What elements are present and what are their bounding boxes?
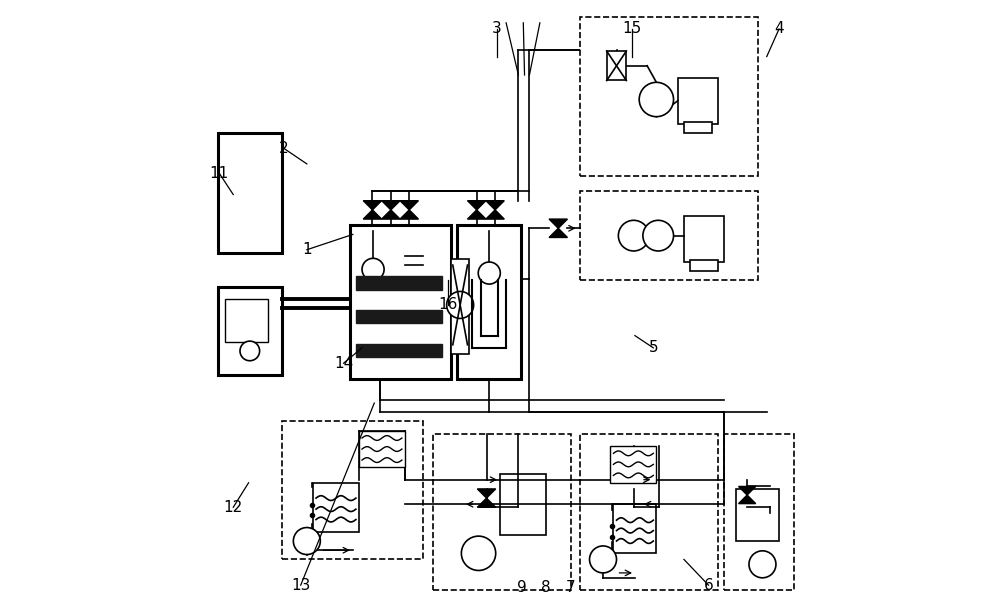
- Bar: [678, 78, 718, 124]
- Circle shape: [639, 83, 674, 116]
- Bar: [580, 434, 718, 590]
- Text: 14: 14: [334, 355, 353, 371]
- Circle shape: [240, 341, 260, 361]
- Text: 7: 7: [566, 580, 575, 594]
- Polygon shape: [549, 219, 567, 229]
- Text: 5: 5: [648, 341, 658, 355]
- Polygon shape: [477, 489, 496, 498]
- Circle shape: [618, 221, 649, 251]
- Circle shape: [590, 546, 617, 573]
- Text: 8: 8: [541, 580, 551, 594]
- Polygon shape: [400, 201, 418, 210]
- Text: 1: 1: [302, 242, 312, 257]
- Circle shape: [478, 262, 500, 284]
- Text: 11: 11: [210, 166, 229, 180]
- Bar: [684, 216, 724, 262]
- Circle shape: [447, 291, 474, 318]
- Bar: [451, 259, 469, 354]
- Polygon shape: [739, 495, 756, 504]
- Circle shape: [643, 221, 674, 251]
- Text: 2: 2: [279, 141, 289, 156]
- Polygon shape: [549, 229, 567, 238]
- Circle shape: [749, 551, 776, 578]
- Bar: [359, 431, 405, 468]
- Text: 12: 12: [224, 500, 243, 515]
- Bar: [457, 225, 521, 378]
- Bar: [218, 133, 282, 253]
- Polygon shape: [739, 487, 756, 495]
- Text: 3: 3: [492, 22, 502, 36]
- Polygon shape: [363, 210, 382, 219]
- Polygon shape: [400, 210, 418, 219]
- Polygon shape: [467, 210, 486, 219]
- Polygon shape: [467, 201, 486, 210]
- Bar: [690, 260, 718, 271]
- Circle shape: [461, 536, 496, 570]
- Bar: [225, 299, 268, 342]
- Bar: [313, 483, 359, 532]
- Bar: [350, 225, 451, 378]
- Polygon shape: [363, 201, 382, 210]
- Bar: [218, 286, 282, 376]
- Bar: [613, 505, 656, 553]
- Polygon shape: [486, 201, 504, 210]
- Text: 4: 4: [774, 22, 784, 36]
- Text: 6: 6: [704, 578, 713, 593]
- Bar: [724, 434, 794, 590]
- Bar: [736, 489, 779, 541]
- Bar: [607, 51, 626, 81]
- Bar: [356, 276, 442, 290]
- Text: 16: 16: [438, 298, 458, 312]
- Polygon shape: [382, 201, 400, 210]
- Polygon shape: [477, 498, 496, 508]
- Bar: [282, 421, 423, 559]
- Text: 9: 9: [517, 580, 526, 594]
- Bar: [500, 474, 546, 535]
- Circle shape: [293, 527, 320, 554]
- Bar: [684, 122, 712, 133]
- Bar: [610, 446, 656, 483]
- Bar: [433, 434, 571, 590]
- Bar: [356, 310, 442, 323]
- Polygon shape: [486, 210, 504, 219]
- Polygon shape: [382, 210, 400, 219]
- Bar: [580, 192, 758, 280]
- Text: 13: 13: [291, 578, 310, 593]
- Bar: [356, 344, 442, 357]
- Bar: [580, 17, 758, 176]
- Text: 15: 15: [622, 22, 641, 36]
- Circle shape: [362, 258, 384, 280]
